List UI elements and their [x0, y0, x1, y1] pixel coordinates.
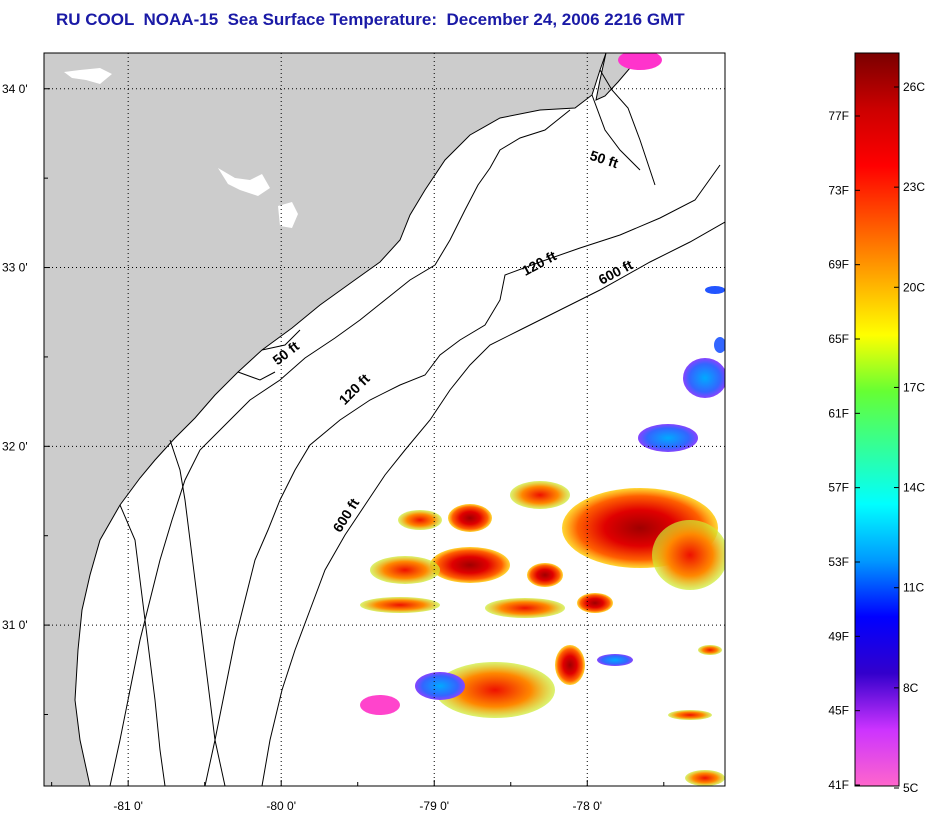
colorbar-c-label: 11C — [903, 581, 924, 595]
lake — [278, 202, 298, 228]
lon-tick-label: -80 0' — [266, 799, 296, 813]
colorbar-f-label: 65F — [828, 332, 849, 346]
colorbar: 77F 73F 69F 65F 61F 57F 53F 49F 45F 41F 26C 23C 20C 1… — [828, 52, 925, 795]
axis-ticks: -81 0' -80 0' -79 0' -78 0' 34 0' 33 0' 32 0' 3… — [2, 82, 665, 813]
colorbar-c-label: 8C — [903, 681, 919, 695]
lat-tick-label: 32 0' — [2, 439, 28, 453]
contour-50ft-north — [109, 109, 571, 786]
colorbar-f-label: 57F — [828, 481, 849, 495]
colorbar-c-label: 26C — [903, 80, 925, 94]
colorbar-f-label: 41F — [828, 778, 849, 792]
sst-data-layer — [360, 53, 725, 786]
lon-tick-label: -81 0' — [113, 799, 143, 813]
colorbar-f-label: 61F — [828, 406, 849, 420]
lat-tick-label: 34 0' — [2, 82, 28, 96]
colorbar-f-label: 69F — [828, 258, 849, 272]
colorbar-f-label: 73F — [828, 183, 849, 197]
coastline-detail — [119, 69, 656, 786]
colorbar-c-label: 5C — [903, 781, 919, 795]
colorbar-f-label: 49F — [828, 629, 849, 643]
colorbar-c-label: 23C — [903, 180, 925, 194]
colorbar-c-label: 14C — [903, 481, 925, 495]
map-frame — [43, 52, 726, 787]
colorbar-gradient — [854, 52, 900, 787]
contour-600ft — [261, 221, 725, 786]
lake — [64, 68, 112, 84]
map-title: RU COOL NOAA-15 Sea Surface Temperature:… — [56, 10, 685, 29]
lon-tick-label: -79 0' — [419, 799, 449, 813]
lake — [218, 168, 270, 196]
colorbar-f-label: 77F — [828, 109, 849, 123]
lat-tick-label: 33 0' — [2, 261, 28, 275]
contour-120ft — [204, 164, 721, 786]
colorbar-c-label: 20C — [903, 280, 925, 294]
graticule-grid — [44, 53, 725, 786]
lon-tick-label: -78 0' — [572, 799, 602, 813]
colorbar-c-label: 17C — [903, 380, 925, 394]
colorbar-labels: 77F 73F 69F 65F 61F 57F 53F 49F 45F 41F 26C 23C 20C 1… — [828, 80, 925, 795]
colorbar-f-label: 53F — [828, 555, 849, 569]
lat-tick-label: 31 0' — [2, 618, 28, 632]
colorbar-f-label: 45F — [828, 704, 849, 718]
